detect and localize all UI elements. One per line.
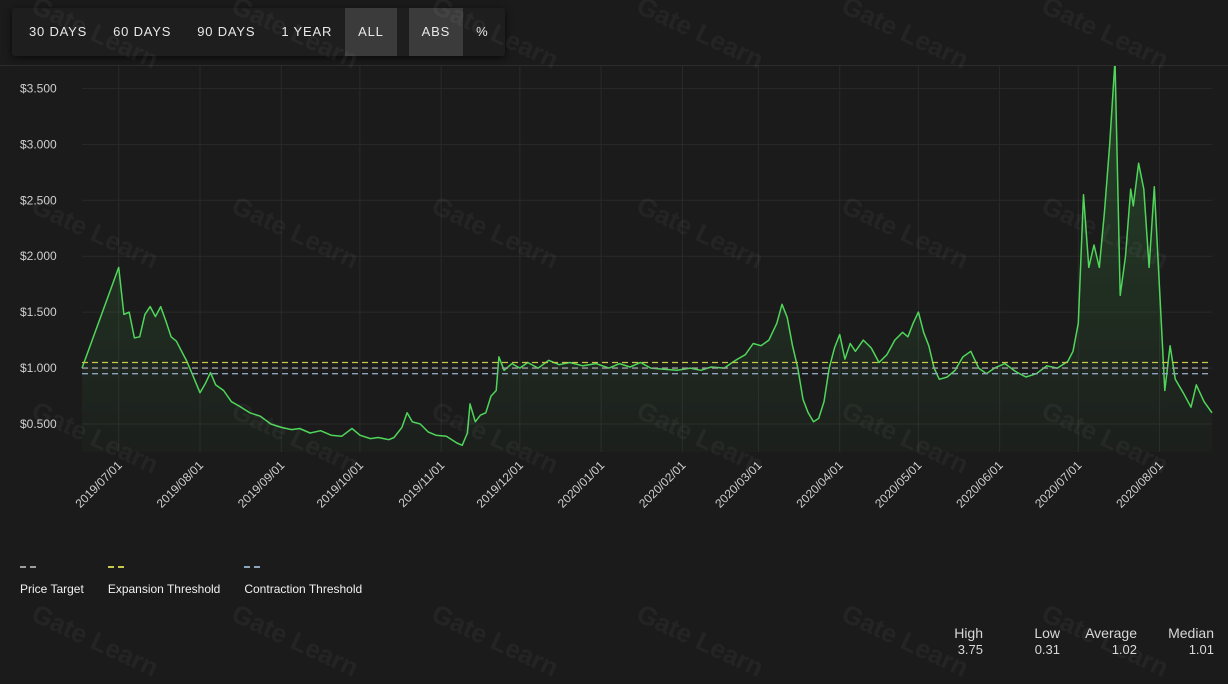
stat-average-label: Average — [1085, 625, 1137, 641]
legend-item-price-target[interactable]: Price Target — [20, 566, 84, 596]
legend-swatch-price-target — [20, 566, 36, 568]
stat-low-value: 0.31 — [1034, 642, 1060, 657]
stat-low-label: Low — [1034, 625, 1060, 641]
legend-item-expansion-threshold[interactable]: Expansion Threshold — [107, 566, 221, 596]
price-chart: $0.500 $1.000 $1.500 $2.000 $2.500 $3.000 $3.5… — [20, 66, 1213, 511]
y-tick-label: $1.000 — [20, 361, 57, 375]
legend-label-price-target: Price Target — [20, 582, 84, 596]
y-tick-label: $2.000 — [20, 249, 57, 263]
range-toolbar: 30 DAYS 60 DAYS 90 DAYS 1 YEAR ALL ABS % — [12, 8, 506, 56]
range-1-year-button[interactable]: 1 YEAR — [281, 24, 333, 39]
x-tick-label: 2020/06/01 — [953, 458, 1006, 511]
stat-median-value: 1.01 — [1188, 642, 1214, 657]
range-all-button[interactable]: ALL — [345, 8, 397, 56]
toolbar-spacer — [397, 8, 409, 56]
price-stats: High 3.75 Low 0.31 Average 1.02 Median 1… — [906, 624, 1214, 658]
x-tick-label: 2019/08/01 — [154, 458, 207, 511]
x-tick-label: 2020/05/01 — [872, 458, 925, 511]
watermark-text: Gate Learn — [632, 598, 768, 683]
x-tick-label: 2020/07/01 — [1032, 458, 1085, 511]
mode-abs-button[interactable]: ABS — [408, 8, 464, 56]
legend-label-contraction-threshold: Contraction Threshold — [244, 582, 363, 596]
y-tick-label: $2.500 — [20, 193, 57, 207]
x-tick-label: 2020/04/01 — [793, 458, 846, 511]
range-60-days-button[interactable]: 60 DAYS — [113, 24, 172, 39]
legend-item-contraction-threshold[interactable]: Contraction Threshold — [244, 566, 362, 596]
price-area — [82, 66, 1212, 452]
x-tick-label: 2020/08/01 — [1113, 458, 1166, 511]
x-tick-label: 2020/03/01 — [712, 458, 765, 511]
x-tick-label: 2019/10/01 — [314, 458, 367, 511]
stat-high-label: High — [954, 625, 983, 641]
x-tick-label: 2019/07/01 — [72, 458, 125, 511]
header-divider — [0, 65, 1228, 66]
stat-high: High 3.75 — [906, 624, 983, 658]
legend-swatch-expansion-threshold — [107, 566, 124, 568]
legend-label-expansion-threshold: Expansion Threshold — [107, 582, 221, 596]
x-tick-label: 2020/01/01 — [555, 458, 608, 511]
legend-swatch-contraction-threshold — [244, 566, 261, 568]
mode-percent-button[interactable]: % — [476, 24, 489, 39]
y-tick-label: $0.500 — [20, 417, 57, 431]
watermark-text: Gate Learn — [427, 598, 563, 683]
x-tick-label: 2019/12/01 — [474, 458, 527, 511]
y-tick-label: $1.500 — [20, 305, 57, 319]
stat-median-label: Median — [1168, 625, 1214, 641]
watermark-text: Gate Learn — [27, 598, 163, 683]
watermark-text: Gate Learn — [227, 598, 363, 683]
y-tick-label: $3.000 — [20, 137, 57, 151]
chart-legend: Price Target Expansion Threshold Contrac… — [20, 566, 386, 596]
stat-high-value: 3.75 — [957, 642, 983, 657]
x-tick-label: 2020/02/01 — [636, 458, 689, 511]
stat-median: Median 1.01 — [1137, 624, 1214, 658]
x-tick-label: 2019/09/01 — [235, 458, 288, 511]
x-tick-label: 2019/11/01 — [396, 458, 448, 510]
stat-average: Average 1.02 — [1060, 624, 1137, 658]
y-tick-label: $3.500 — [20, 81, 57, 95]
range-90-days-button[interactable]: 90 DAYS — [197, 24, 256, 39]
stat-low: Low 0.31 — [983, 624, 1060, 658]
stat-average-value: 1.02 — [1111, 642, 1137, 657]
range-30-days-button[interactable]: 30 DAYS — [29, 24, 88, 39]
